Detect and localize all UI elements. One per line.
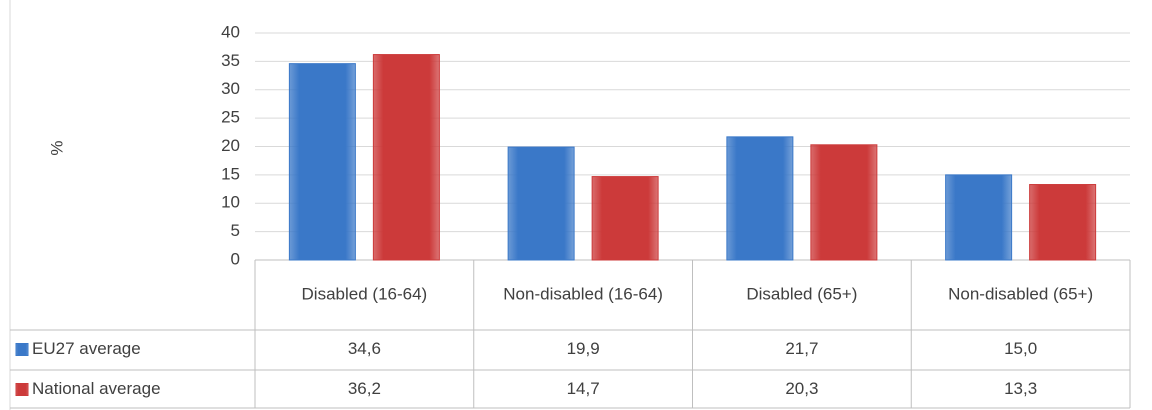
table-value: 14,7 <box>567 379 600 398</box>
legend-key <box>15 343 29 356</box>
legend-label: EU27 average <box>32 339 141 358</box>
y-tick-label: 10 <box>221 193 240 212</box>
bar <box>591 176 659 261</box>
table-value: 13,3 <box>1004 379 1037 398</box>
y-tick-label: 5 <box>231 221 240 240</box>
legend-key <box>15 383 29 396</box>
table-value: 34,6 <box>348 339 381 358</box>
table-value: 15,0 <box>1004 339 1037 358</box>
table-value: 19,9 <box>567 339 600 358</box>
category-label: Non-disabled (16-64) <box>503 284 663 303</box>
y-tick-label: 25 <box>221 108 240 127</box>
table-value: 20,3 <box>785 379 818 398</box>
bar <box>372 54 440 261</box>
y-axis-label: % <box>47 140 66 155</box>
bar <box>945 174 1013 261</box>
bar <box>288 63 356 261</box>
category-label: Disabled (65+) <box>746 284 857 303</box>
table-value: 36,2 <box>348 379 381 398</box>
legend-label: National average <box>32 379 161 398</box>
bar <box>507 146 575 261</box>
category-label: Non-disabled (65+) <box>948 284 1093 303</box>
bar <box>810 144 878 261</box>
y-tick-label: 40 <box>221 22 240 41</box>
bar <box>1029 184 1097 261</box>
y-tick-label: 0 <box>231 249 240 268</box>
y-tick-label: 15 <box>221 164 240 183</box>
y-tick-label: 30 <box>221 79 240 98</box>
category-label: Disabled (16-64) <box>302 284 428 303</box>
table-value: 21,7 <box>785 339 818 358</box>
y-tick-label: 35 <box>221 51 240 70</box>
y-tick-label: 20 <box>221 136 240 155</box>
bar <box>726 136 794 261</box>
